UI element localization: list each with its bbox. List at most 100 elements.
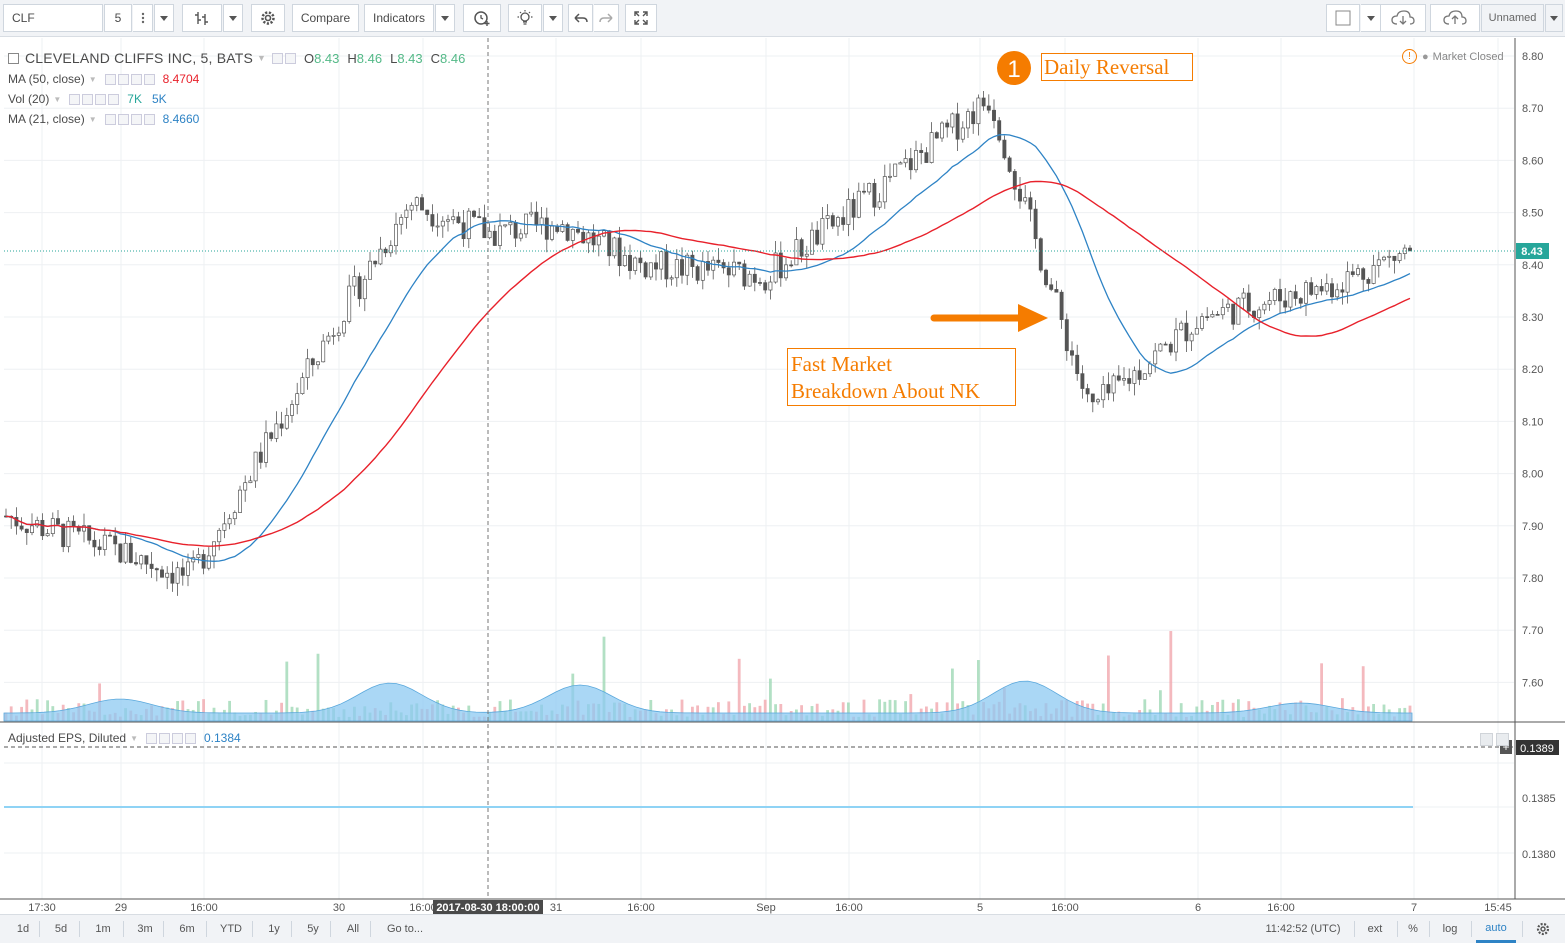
indicators-dropdown-icon[interactable]: [435, 4, 455, 32]
cloud-save-icon[interactable]: [1430, 4, 1480, 32]
volume-bar: [1361, 666, 1365, 721]
candle-body: [1090, 393, 1095, 403]
eps-eye-icon[interactable]: [146, 732, 157, 744]
eps-settings-icon[interactable]: [159, 732, 170, 744]
candle-body: [92, 539, 97, 548]
layout-dropdown-icon[interactable]: [1361, 4, 1381, 32]
time-tick-11: 6: [1195, 902, 1201, 914]
vol-dropdown-icon[interactable]: ▼: [53, 94, 62, 104]
interval-input[interactable]: 5: [104, 4, 132, 32]
candle-body: [279, 423, 284, 429]
eps-add-icon[interactable]: [172, 732, 183, 744]
range-button-5d[interactable]: 5d: [54, 923, 68, 935]
undo-icon[interactable]: [568, 4, 593, 32]
chart-area[interactable]: 8.80 8.70 8.60 8.50 8.40 8.30 8.20 8.10 8.00 7.90…: [0, 38, 1565, 915]
price-chart[interactable]: 8.80 8.70 8.60 8.50 8.40 8.30 8.20 8.10 8.00 7.90…: [0, 38, 1565, 915]
vol-close-icon[interactable]: [108, 93, 120, 105]
candle-body: [726, 267, 731, 276]
alert-clock-icon[interactable]: [463, 4, 501, 32]
bottom-settings-gear-icon[interactable]: [1528, 915, 1558, 943]
candle-body: [82, 525, 86, 532]
vol-eye-icon[interactable]: [69, 93, 81, 105]
range-button-6m[interactable]: 6m: [179, 923, 195, 935]
pane-up-icon[interactable]: [1480, 733, 1493, 746]
bar-style-dropdown-icon[interactable]: [223, 4, 243, 32]
vol-settings-icon[interactable]: [82, 93, 94, 105]
settings-gear-icon[interactable]: [251, 4, 285, 32]
crosshair-time-tag: 2017-08-30 18:00:00: [436, 902, 539, 914]
ideas-dropdown-icon[interactable]: [543, 4, 563, 32]
ma21-dropdown-icon[interactable]: ▼: [88, 114, 97, 124]
ma21-add-icon[interactable]: [130, 113, 142, 125]
clock-display[interactable]: 11:42:52 (UTC): [1258, 915, 1348, 943]
volume-bar: [977, 660, 980, 721]
ma21-close-icon[interactable]: [143, 113, 155, 125]
range-button-5y[interactable]: 5y: [307, 923, 319, 935]
range-button-1m[interactable]: 1m: [95, 923, 111, 935]
range-button-1d[interactable]: 1d: [16, 923, 30, 935]
interval-menu-icon[interactable]: [133, 4, 153, 32]
range-button-3m[interactable]: 3m: [137, 923, 153, 935]
bar-style-button[interactable]: [182, 4, 222, 32]
range-button-1y[interactable]: 1y: [268, 923, 280, 935]
candle-body: [1023, 197, 1028, 202]
cloud-load-icon[interactable]: [1380, 4, 1426, 32]
goto-button[interactable]: Go to...: [375, 915, 435, 943]
ma21-eye-icon[interactable]: [104, 113, 116, 125]
daily-reversal-note[interactable]: Daily Reversal: [1041, 53, 1193, 81]
ma21-settings-icon[interactable]: [117, 113, 129, 125]
ideas-lightbulb-icon[interactable]: [508, 4, 542, 32]
candle-body: [253, 451, 258, 482]
candle-body: [248, 480, 253, 484]
fast-market-note[interactable]: Fast Market Breakdown About NK: [787, 348, 1016, 406]
candle-body: [518, 233, 523, 239]
pane-down-icon[interactable]: [1496, 733, 1509, 746]
symbol-input[interactable]: CLF: [3, 4, 103, 32]
candle-body: [815, 229, 820, 245]
candle-body: [425, 209, 430, 215]
candle-body: [1314, 286, 1319, 295]
layout-square-icon[interactable]: [1326, 4, 1360, 32]
candle-body: [997, 120, 1002, 141]
candle-body: [1324, 283, 1329, 292]
collapse-legend-icon[interactable]: [8, 52, 19, 64]
eps-close-icon[interactable]: [185, 732, 196, 744]
percent-toggle[interactable]: %: [1402, 915, 1424, 943]
candle-body: [404, 209, 409, 218]
range-button-all[interactable]: All: [346, 923, 360, 935]
legend-eye-icon[interactable]: [271, 52, 283, 64]
fullscreen-icon[interactable]: [625, 4, 657, 32]
price-axis-ticks: 8.80 8.70 8.60 8.50 8.40 8.30 8.20 8.10 8.00 7.90…: [1522, 51, 1543, 689]
candle-body: [742, 263, 747, 287]
title-dropdown-icon[interactable]: ▼: [257, 53, 266, 63]
volume-ma-area: [3, 680, 1413, 722]
ma50-add-icon[interactable]: [130, 73, 142, 85]
ma50-dropdown-icon[interactable]: ▼: [88, 74, 97, 84]
candle-body: [903, 158, 908, 164]
ma50-eye-icon[interactable]: [104, 73, 116, 85]
market-warning-icon[interactable]: !: [1402, 49, 1417, 64]
layout-name-button[interactable]: Unnamed: [1481, 4, 1544, 32]
indicators-button[interactable]: Indicators: [364, 4, 434, 32]
candle-body: [1231, 303, 1236, 325]
vol-add-icon[interactable]: [95, 93, 107, 105]
interval-dropdown-icon[interactable]: [154, 4, 174, 32]
log-toggle[interactable]: log: [1436, 915, 1464, 943]
candle-body: [732, 261, 736, 276]
ma50-close-icon[interactable]: [143, 73, 155, 85]
compare-button[interactable]: Compare: [292, 4, 359, 32]
auto-toggle[interactable]: auto: [1476, 915, 1516, 943]
ma21-legend: MA (21, close) ▼ 8.4660: [8, 112, 199, 126]
layout-name-dropdown-icon[interactable]: [1545, 4, 1563, 32]
redo-icon[interactable]: [594, 4, 619, 32]
time-tick-13: 7: [1411, 902, 1417, 914]
legend-settings-icon[interactable]: [284, 52, 296, 64]
eps-dropdown-icon[interactable]: ▼: [130, 733, 138, 743]
separator: [291, 921, 292, 937]
ext-toggle[interactable]: ext: [1360, 915, 1390, 943]
candle-body: [1033, 208, 1038, 240]
range-button-ytd[interactable]: YTD: [220, 923, 242, 935]
ma50-settings-icon[interactable]: [117, 73, 129, 85]
candle-body: [1049, 284, 1054, 290]
